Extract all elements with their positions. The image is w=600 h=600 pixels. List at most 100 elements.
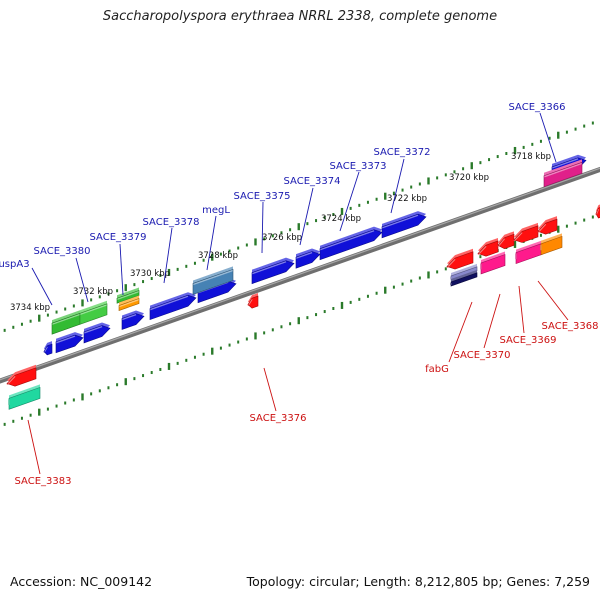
gene-uspA3-arrow [43,341,53,356]
reverse-gene-label: SACE_3368 [542,321,599,332]
scale-label: 3718 kbp [511,152,551,162]
backbone-line [0,166,600,384]
gene-SACE-3380-arrow-shine [55,335,76,344]
gene-red-c-body [498,234,514,249]
gene-green-c-shine [116,290,140,300]
gene-red-e-edge [537,218,558,235]
forward-leader-line [390,158,405,214]
genome-backbone [0,166,600,384]
backbone-highlight [0,167,600,381]
scale-label: 3732 kbp [73,287,113,297]
gene-pink-a [543,159,583,188]
accession-text: Accession: NC_009142 [10,574,153,589]
gene-red-d-shine [513,231,523,242]
gene-fabG-b-body [451,272,477,287]
forward-gene-label: uspA3 [0,259,30,270]
gene-SACE-3378-arrow-shine [121,313,137,321]
gene-SACE-3369-cds-body [516,243,542,264]
gene-SACE-3372-arrow [319,226,383,261]
gene-uspA3-arrow-edge [43,343,53,356]
gene-SACE-3383-arrow [6,364,37,387]
forward-leader-line [206,215,217,271]
gene-SACE-3373-arrow [295,248,321,269]
gene-SACE-3378-arrow-edge [121,313,145,330]
gene-green-b-body [80,303,107,325]
gene-SACE-3376-arrow-shine [247,298,253,306]
gene-SACE-3376-arrow-body [248,296,258,309]
gene-green-c [116,287,140,304]
gene-red-d-body [514,225,538,243]
scale-label: 3720 kbp [449,173,489,183]
gene-green-a [51,310,81,335]
gene-red-e-shine [537,223,547,233]
gene-green-b-edge [79,303,108,325]
reverse-leader-line [537,280,569,321]
gene-megL-cds [192,266,234,295]
reverse-leader-line [518,285,525,334]
reverse-gene-label: SACE_3383 [15,476,72,487]
gene-SACE-3383-arrow-edge [6,367,37,387]
gene-SACE-3374-arrow [251,257,295,285]
gene-SACE-3372-arrow-edge [319,229,383,261]
gene-orange-a-shine [118,298,140,308]
gene-SACE-3375-arrow-body [198,281,236,303]
scale-label: 3730 kbp [130,269,170,279]
gene-SACE-3370-cds-body [481,254,505,274]
gene-green-b-shine [79,304,108,316]
reverse-gene-label: SACE_3376 [250,413,307,424]
gene-edge-right [595,204,600,219]
gene-SACE-3373-arrow-shine [295,251,313,259]
gene-red-b [477,237,499,257]
forward-gene-label: SACE_3375 [234,191,291,202]
reverse-gene-label: SACE_3370 [454,350,511,361]
gene-fabG-b [450,269,478,287]
gene-SACE-3379-arrow-edge [83,325,111,344]
reverse-gene-label: SACE_3369 [500,335,557,346]
scale-label: 3722 kbp [387,194,427,204]
gene-SACE-3366-arrow-shine [551,158,579,169]
gene-SACE-3368-cds [540,233,563,256]
label-layer: 3734 kbp 3732 kbp 3730 kbp 3728 kbp 3726 kbp… [0,102,598,487]
gene-SACE-3374-arrow-edge [251,260,295,285]
gene-SACE-3372b-arrow-shine [381,214,419,229]
gene-green-a-body [52,313,80,335]
reverse-leader-line [27,419,41,475]
gene-SACE-3380-arrow [55,332,84,354]
gene-uspA3-arrow-body [44,344,52,355]
map-title: Saccharopolyspora erythraea NRRL 2338, c… [102,9,498,24]
gene-SACE-3370-cds-edge [480,254,506,275]
gene-pink-a-shine [543,162,583,178]
gene-SACE-3383-cds [8,384,41,410]
gene-red-b-shine [477,245,487,256]
forward-leader-line [339,171,360,232]
forward-leader-line [31,267,53,306]
reverse-leader-line [448,301,473,363]
gene-SACE-3373-arrow-edge [295,251,321,269]
gene-SACE-3374-arrow-body [252,260,294,284]
forward-leader-line [75,257,89,303]
gene-orange-a [118,295,140,311]
gene-megL-arrow-shine [149,295,189,311]
forward-gene-label: SACE_3373 [330,161,387,172]
gene-uspA3-arrow-shine [43,346,48,353]
gene-green-c-edge [116,290,140,304]
gene-red-b-body [478,240,498,257]
gene-SACE-3372b-arrow-edge [381,213,427,239]
gene-edge-right-shine [595,208,600,216]
gene-SACE-3383-cds-body [9,387,40,410]
gene-SACE-3372-arrow-shine [319,229,375,251]
scale-label: 3728 kbp [198,251,238,261]
forward-leader-line [299,187,314,246]
gene-green-b [79,300,108,325]
forward-leader-line [119,243,124,296]
gene-edge-right-edge [595,207,600,219]
gene-red-c-shine [497,238,505,247]
gene-SACE-3379-arrow-shine [83,325,103,334]
gene-SACE-3380-arrow-edge [55,334,84,354]
gene-SACE-3383-arrow-body [7,367,36,387]
gene-SACE-3374-arrow-shine [251,260,287,275]
gene-pink-a-body [544,162,582,187]
gene-fabG-b-edge [450,272,478,287]
reverse-gene-label: fabG [425,364,449,375]
scale-label: 3724 kbp [321,214,361,224]
